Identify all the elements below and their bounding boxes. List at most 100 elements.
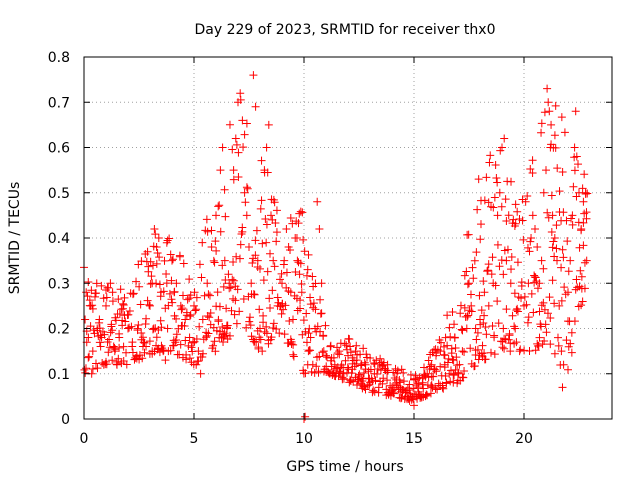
data-point [552,244,561,253]
data-point [547,120,556,129]
data-point [271,218,280,227]
data-point [118,299,127,308]
data-point [485,158,494,167]
data-point [544,213,553,222]
data-point [258,347,267,356]
data-point [473,205,482,214]
data-point [545,293,554,302]
data-point [470,256,479,265]
data-point [223,321,232,330]
data-point [497,256,506,265]
data-point [93,364,102,373]
data-point [499,324,508,333]
data-point [150,224,159,233]
data-point [397,365,406,374]
data-point [577,272,586,281]
data-point [550,131,559,140]
data-point [509,215,518,224]
data-point [490,331,499,340]
y-tick-label: 0.1 [48,367,70,383]
data-point [525,347,534,356]
data-point [474,175,483,184]
data-point [249,71,258,80]
data-point [245,313,254,322]
data-point [467,301,476,310]
data-point [561,290,570,299]
data-point [345,335,354,344]
data-point [282,224,291,233]
data-point [463,312,472,321]
data-point [285,317,294,326]
data-point [553,256,561,265]
data-point [580,284,589,293]
data-point [480,196,489,205]
data-point [445,369,454,378]
data-point [414,379,423,388]
data-point [175,252,184,261]
data-point [253,326,262,335]
data-point [336,369,345,378]
data-point [506,279,515,288]
data-point [333,349,342,358]
data-point [261,215,270,224]
data-point [410,401,418,410]
data-point [115,329,124,338]
data-point [242,323,251,332]
data-point [241,198,250,207]
data-point [224,270,233,279]
data-point [581,190,590,199]
data-point [511,324,520,333]
data-point [366,365,375,374]
data-point [209,341,218,350]
data-point [456,309,465,318]
data-point [360,358,369,367]
data-point [259,311,268,320]
data-point [476,235,485,244]
data-point [203,227,212,236]
data-point [459,373,468,382]
data-point [321,321,330,330]
data-point [567,214,576,223]
data-point [157,323,166,332]
data-point [103,283,112,292]
data-point [155,280,164,289]
data-point [370,387,379,396]
data-point [276,275,285,284]
data-point [117,305,126,314]
data-point [443,358,452,367]
data-point [220,256,229,265]
data-point [282,268,291,277]
data-point [579,241,588,250]
data-point [564,365,572,374]
data-point [462,324,471,333]
data-point [128,342,137,351]
data-point [116,285,125,294]
data-point [545,107,554,116]
data-point [215,201,224,210]
data-point [482,330,491,339]
data-point [105,343,114,352]
data-point [313,197,322,206]
data-point [228,275,237,284]
data-point [198,238,207,247]
data-point [542,166,550,175]
data-point [269,256,278,265]
data-point [299,316,308,325]
data-point [128,348,137,357]
data-point [580,258,589,267]
y-tick-label: 0.3 [48,276,70,292]
data-point [183,295,192,304]
data-point [311,279,320,288]
data-point [376,354,385,363]
data-point [460,347,469,356]
data-point [537,256,546,265]
data-point [278,279,286,288]
data-point [198,315,207,324]
data-point [204,290,213,299]
data-point [460,303,469,312]
data-point [153,249,162,258]
data-point [120,293,129,302]
data-point [301,412,310,421]
data-point [185,312,194,321]
